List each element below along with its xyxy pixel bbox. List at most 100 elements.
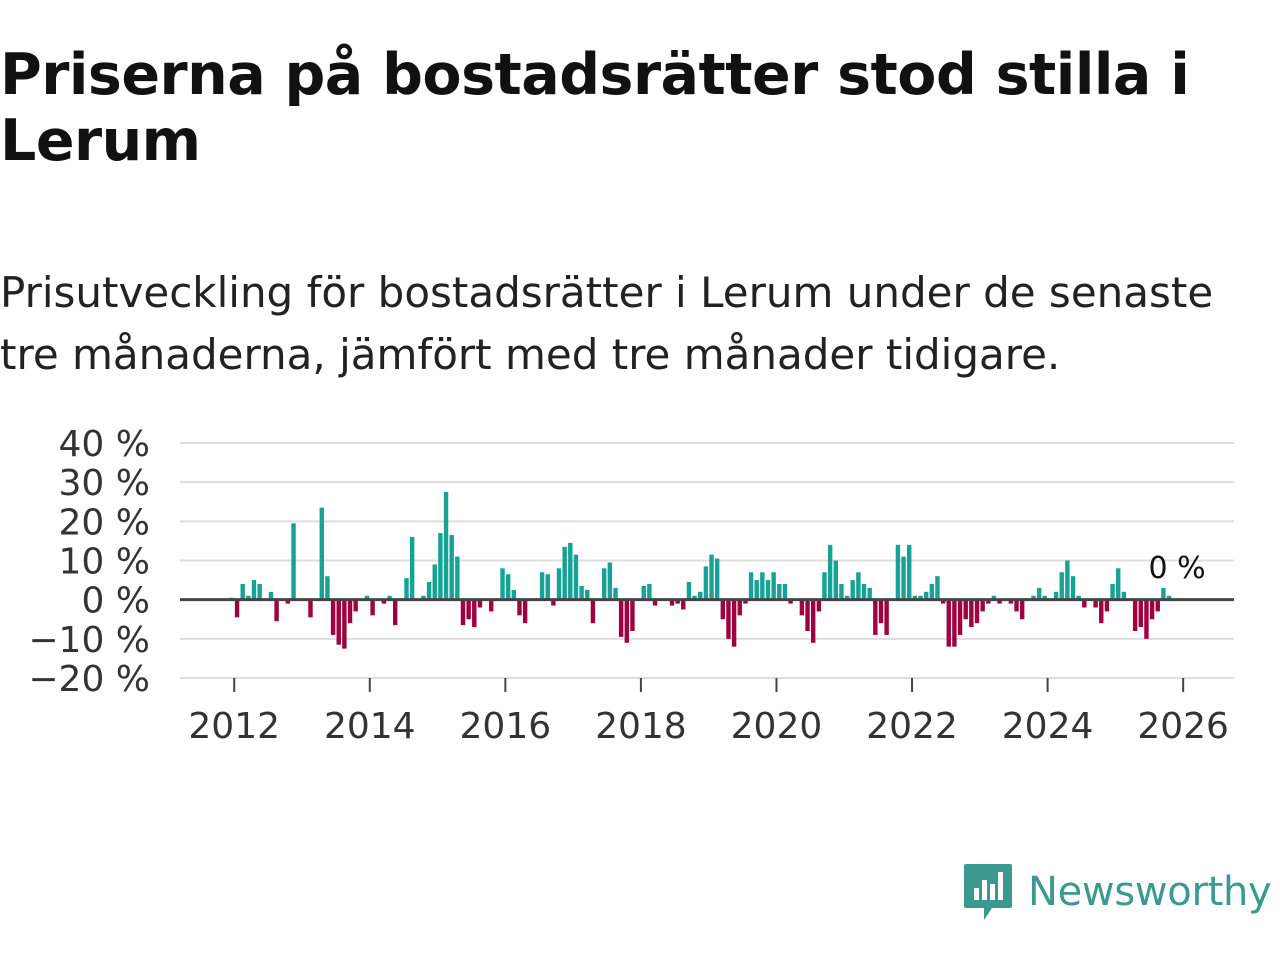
bar [669,599,675,606]
bar [647,584,652,600]
bar [246,595,251,600]
y-tick-label: 0 % [81,581,150,622]
bar [251,580,257,600]
bar [720,599,726,620]
bar [602,568,607,600]
bar [1093,599,1098,608]
last-value-label: 0 % [1148,551,1205,586]
bar [907,544,912,600]
bar [675,599,680,604]
newsworthy-logo: Newsworthy [962,862,1272,922]
bar [607,562,613,600]
bar [748,572,754,600]
bar [969,599,974,628]
bar [692,595,697,600]
bar [895,544,901,600]
bar [455,556,460,600]
bar [613,587,618,600]
bar [974,599,980,624]
y-tick-label: 30 % [59,463,150,504]
bar [681,599,686,610]
bar [935,576,940,600]
bar [240,584,245,600]
bar [873,599,878,635]
bar [1104,599,1110,612]
bar [703,566,709,600]
bar [319,507,324,600]
bar [952,599,957,647]
x-tick-label: 2024 [1002,706,1094,747]
bar [438,533,443,600]
bar [234,599,240,618]
bar [1161,587,1166,600]
bar [517,599,522,616]
bar [489,599,494,612]
bar [1116,568,1121,600]
bar [500,568,505,600]
bar [856,572,861,600]
x-tick-label: 2014 [324,706,416,747]
bar [522,599,528,624]
bar [760,572,765,600]
y-tick-label: −10 % [28,620,150,661]
bar [901,556,906,600]
bar [799,599,805,616]
bar [443,491,449,600]
bar [1014,599,1019,612]
bar [347,599,353,624]
bar [393,599,398,626]
bar [850,580,855,600]
bar [714,558,720,600]
x-tick-label: 2018 [595,706,687,747]
bar [257,584,262,600]
bar [686,582,692,600]
y-axis-tick-labels: 40 %30 %20 %10 %0 %−10 %−20 % [28,424,150,700]
bar [1019,599,1025,620]
bar [449,535,454,600]
bar [861,584,867,600]
bar [782,584,788,600]
bar [810,599,816,643]
bar [1059,572,1064,600]
bar [1031,595,1036,600]
y-tick-label: 10 % [59,542,150,583]
bar [777,584,782,600]
bar [827,544,833,600]
bar [839,584,844,600]
bar [986,599,991,604]
x-tick-label: 2026 [1137,706,1229,747]
x-axis-ticks: 2012 2014 2016 2018 2020 2022 2024 2026 [188,678,1229,747]
bar [387,595,392,600]
bar [630,599,635,631]
y-tick-label: −20 % [28,659,150,700]
bar [641,585,646,600]
bar [342,599,347,649]
bar [743,599,748,604]
price-change-chart: 40 %30 %20 %10 %0 %−10 %−20 % 2012 2014 20… [28,424,1234,747]
brand-name: Newsworthy [1028,869,1272,915]
bar [867,587,872,600]
chart-subtitle: Prisutveckling för bostadsrätter i Lerum… [0,268,1214,379]
bar [1036,587,1042,600]
bar [737,599,742,616]
bar [477,599,483,608]
bar [585,589,590,600]
bar [822,572,827,600]
bar [409,537,415,600]
bar [404,578,409,600]
bars [229,491,1172,649]
bar [274,599,279,622]
bar [731,599,737,647]
bar [997,599,1002,604]
bar [957,599,963,635]
bar [1121,591,1127,600]
bar [505,574,511,600]
bar [545,574,550,600]
bar [878,599,884,624]
bar [1099,599,1104,624]
bar [946,599,951,647]
bar [816,599,822,612]
bar [460,599,466,626]
bar [1076,595,1081,600]
bar [980,599,985,612]
